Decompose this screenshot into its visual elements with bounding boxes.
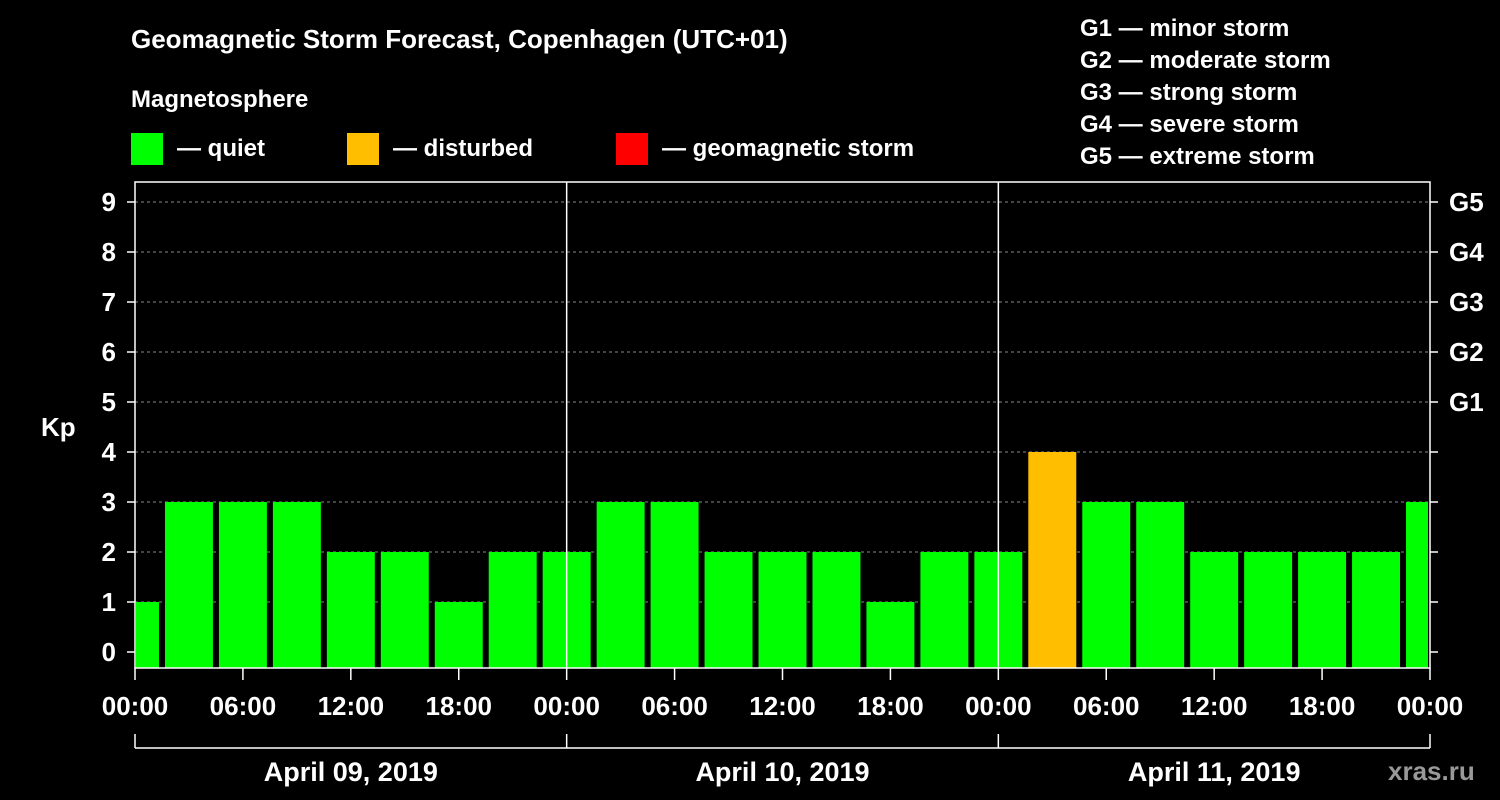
x-tick-label: 12:00 bbox=[1181, 691, 1248, 721]
x-tick-label: 00:00 bbox=[965, 691, 1032, 721]
bar bbox=[434, 602, 483, 668]
x-tick-label: 18:00 bbox=[426, 691, 493, 721]
y-tick-label: 6 bbox=[102, 337, 116, 367]
y-tick-label: 1 bbox=[102, 587, 116, 617]
bar bbox=[596, 502, 645, 668]
bar bbox=[164, 502, 213, 668]
storm-scale-g5: G5 — extreme storm bbox=[1080, 143, 1315, 170]
bar bbox=[758, 552, 807, 668]
y-tick-label: 4 bbox=[102, 437, 117, 467]
legend-swatch-quiet bbox=[131, 133, 163, 165]
x-tick-label: 00:00 bbox=[1397, 691, 1464, 721]
g-scale-label: G4 bbox=[1449, 237, 1484, 267]
bar bbox=[1028, 452, 1077, 668]
bar bbox=[812, 552, 861, 668]
x-tick-label: 00:00 bbox=[533, 691, 600, 721]
bar bbox=[1406, 502, 1428, 668]
y-tick-label: 8 bbox=[102, 237, 116, 267]
x-tick-label: 00:00 bbox=[102, 691, 169, 721]
bar bbox=[218, 502, 267, 668]
x-tick-label: 12:00 bbox=[749, 691, 816, 721]
g-scale-label: G1 bbox=[1449, 387, 1484, 417]
storm-scale-g3: G3 — strong storm bbox=[1080, 79, 1298, 106]
x-tick-label: 12:00 bbox=[318, 691, 385, 721]
bar bbox=[1244, 552, 1293, 668]
y-tick-label: 9 bbox=[102, 187, 116, 217]
y-tick-label: 3 bbox=[102, 487, 116, 517]
chart-title: Geomagnetic Storm Forecast, Copenhagen (… bbox=[131, 24, 788, 54]
day-label: April 09, 2019 bbox=[264, 757, 438, 787]
bar bbox=[920, 552, 969, 668]
x-tick-label: 18:00 bbox=[1289, 691, 1356, 721]
day-label: April 10, 2019 bbox=[695, 757, 869, 787]
g-scale-label: G2 bbox=[1449, 337, 1484, 367]
watermark: xras.ru bbox=[1388, 756, 1475, 786]
g-scale-label: G5 bbox=[1449, 187, 1484, 217]
day-label: April 11, 2019 bbox=[1128, 757, 1301, 787]
y-tick-label: 5 bbox=[102, 387, 116, 417]
legend-label-quiet: — quiet bbox=[177, 135, 265, 162]
g-scale-label: G3 bbox=[1449, 287, 1484, 317]
legend-swatch-disturbed bbox=[347, 133, 379, 165]
x-tick-label: 06:00 bbox=[641, 691, 708, 721]
bar bbox=[866, 602, 915, 668]
legend-disturbed: — disturbed bbox=[347, 132, 533, 166]
legend-heading: Magnetosphere bbox=[131, 86, 309, 113]
bar bbox=[1352, 552, 1401, 668]
bar bbox=[272, 502, 321, 668]
bar bbox=[1298, 552, 1347, 668]
x-tick-label: 06:00 bbox=[210, 691, 277, 721]
storm-scale-g2: G2 — moderate storm bbox=[1080, 47, 1331, 74]
bar bbox=[136, 602, 159, 668]
bar bbox=[488, 552, 537, 668]
legend-label-storm: — geomagnetic storm bbox=[662, 135, 915, 162]
y-tick-label: 7 bbox=[102, 287, 116, 317]
y-axis-label: Kp bbox=[41, 412, 76, 442]
bar bbox=[380, 552, 429, 668]
legend-storm: — geomagnetic storm bbox=[616, 132, 914, 166]
bar bbox=[704, 552, 753, 668]
x-tick-label: 18:00 bbox=[857, 691, 924, 721]
bar bbox=[1190, 552, 1239, 668]
bar bbox=[1082, 502, 1131, 668]
bar bbox=[1136, 502, 1185, 668]
bar bbox=[650, 502, 699, 668]
legend-swatch-storm bbox=[616, 133, 648, 165]
y-tick-label: 2 bbox=[102, 537, 116, 567]
legend-label-disturbed: — disturbed bbox=[393, 135, 534, 162]
storm-scale-g4: G4 — severe storm bbox=[1080, 111, 1299, 138]
x-tick-label: 06:00 bbox=[1073, 691, 1140, 721]
bar bbox=[326, 552, 375, 668]
legend-quiet: — quiet bbox=[131, 132, 265, 166]
storm-scale-g1: G1 — minor storm bbox=[1080, 15, 1290, 42]
y-tick-label: 0 bbox=[102, 637, 116, 667]
